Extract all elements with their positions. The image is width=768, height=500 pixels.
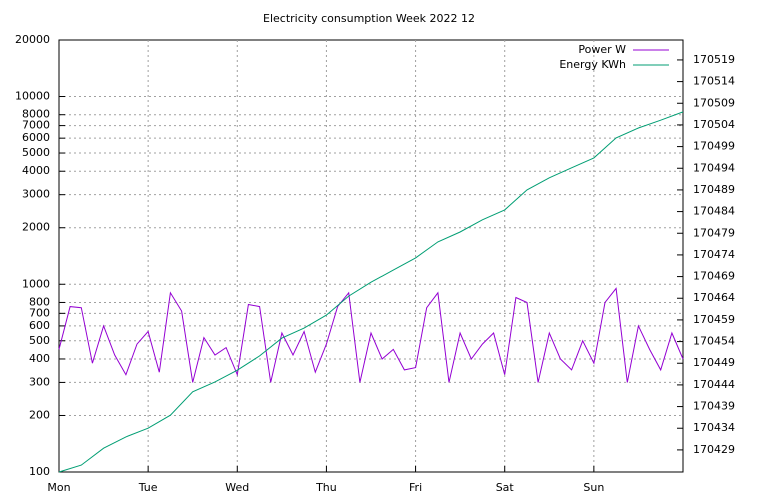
y-tick-label: 7000: [22, 119, 50, 132]
y-tick-label: 10000: [15, 90, 50, 103]
y-tick-label: 6000: [22, 131, 50, 144]
x-tick-label: Sat: [496, 481, 515, 494]
y2-tick-label: 170464: [693, 291, 735, 304]
x-tick-label: Sun: [583, 481, 604, 494]
x-tick-label: Tue: [138, 481, 158, 494]
series-line: [58, 111, 684, 473]
y2-tick-label: 170484: [693, 205, 735, 218]
y-tick-label: 300: [29, 375, 50, 388]
y2-tick-label: 170509: [693, 96, 735, 109]
y-tick-label: 100: [29, 465, 50, 478]
y-tick-label: 500: [29, 334, 50, 347]
y-tick-label: 400: [29, 352, 50, 365]
y2-tick-label: 170479: [693, 226, 735, 239]
y2-tick-label: 170519: [693, 53, 735, 66]
y2-tick-label: 170489: [693, 183, 735, 196]
y-tick-label: 4000: [22, 164, 50, 177]
series-line: [58, 287, 684, 383]
y-tick-label: 2000: [22, 221, 50, 234]
y2-tick-label: 170469: [693, 270, 735, 283]
y-tick-label: 700: [29, 306, 50, 319]
y2-tick-label: 170434: [693, 421, 735, 434]
y2-tick-label: 170444: [693, 378, 735, 391]
x-tick-label: Thu: [315, 481, 337, 494]
y2-tick-label: 170429: [693, 443, 735, 456]
y-tick-label: 600: [29, 319, 50, 332]
x-tick-label: Wed: [225, 481, 249, 494]
y2-tick-label: 170439: [693, 400, 735, 413]
y2-tick-label: 170514: [693, 75, 735, 88]
chart-title: Electricity consumption Week 2022 12: [263, 12, 475, 25]
y-tick-label: 200: [29, 408, 50, 421]
y2-tick-label: 170494: [693, 161, 735, 174]
y-tick-label: 5000: [22, 146, 50, 159]
y-tick-label: 800: [29, 295, 50, 308]
plot-frame: [58, 39, 684, 473]
x-tick-label: Fri: [409, 481, 422, 494]
y2-tick-label: 170449: [693, 356, 735, 369]
y2-tick-label: 170499: [693, 140, 735, 153]
y-tick-label: 1000: [22, 277, 50, 290]
y2-tick-label: 170459: [693, 313, 735, 326]
y-tick-label: 3000: [22, 188, 50, 201]
y2-tick-label: 170474: [693, 248, 735, 261]
y-tick-label: 8000: [22, 108, 50, 121]
legend-label: Power W: [578, 43, 626, 56]
y-tick-label: 20000: [15, 33, 50, 46]
legend-label: Energy KWh: [559, 58, 626, 71]
y2-tick-label: 170454: [693, 335, 735, 348]
y2-tick-label: 170504: [693, 118, 735, 131]
x-tick-label: Mon: [47, 481, 70, 494]
